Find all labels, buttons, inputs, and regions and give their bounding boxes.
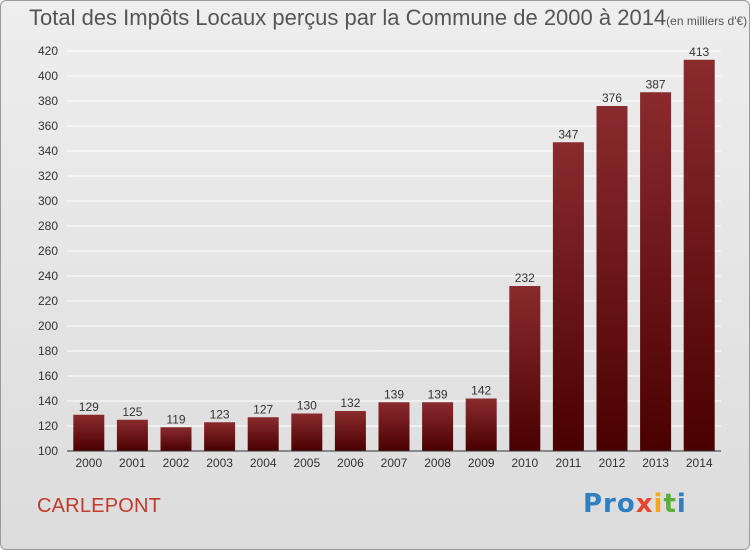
bar xyxy=(552,142,584,451)
commune-name: CARLEPONT xyxy=(37,495,162,517)
y-tick-label: 220 xyxy=(38,294,58,308)
y-tick-label: 240 xyxy=(38,269,58,283)
bar-value-label: 119 xyxy=(166,412,185,426)
bar xyxy=(116,419,148,451)
x-tick-label: 2005 xyxy=(293,456,320,470)
bar xyxy=(204,422,236,451)
bar xyxy=(160,427,192,451)
x-tick-label: 2014 xyxy=(686,456,713,470)
x-tick-label: 2006 xyxy=(337,456,364,470)
bar xyxy=(465,398,497,451)
bar-value-label: 413 xyxy=(689,45,709,59)
bar-value-label: 129 xyxy=(79,400,99,414)
logo-part: Pro xyxy=(583,489,636,519)
bar-value-label: 347 xyxy=(558,127,578,141)
y-tick-label: 100 xyxy=(38,444,58,458)
bar-value-label: 232 xyxy=(515,271,535,285)
logo-part: i xyxy=(676,489,687,519)
bar-value-label: 139 xyxy=(428,387,448,401)
bar-value-label: 125 xyxy=(122,405,142,419)
x-tick-label: 2008 xyxy=(424,456,451,470)
y-tick-label: 280 xyxy=(38,219,58,233)
bar-value-labels: 129 125 119 123 127 130 132 139 139 142 232 347 376 3… xyxy=(79,45,710,427)
x-tick-label: 2013 xyxy=(642,456,669,470)
chart-title: Total des Impôts Locaux perçus par la Co… xyxy=(29,5,747,31)
x-tick-label: 2007 xyxy=(381,456,408,470)
y-tick-label: 400 xyxy=(38,69,58,83)
bar-value-label: 123 xyxy=(210,407,230,421)
bar xyxy=(509,286,541,451)
x-tick-label: 2001 xyxy=(119,456,146,470)
chart-unit-note: (en milliers d'€) xyxy=(666,14,748,28)
y-tick-label: 140 xyxy=(38,394,58,408)
x-axis-tick-labels: 2000 2001 2002 2003 2004 2005 2006 2007 2008 2009… xyxy=(75,456,712,470)
bar-value-label: 142 xyxy=(471,384,491,398)
bar xyxy=(596,106,628,451)
y-tick-label: 260 xyxy=(38,244,58,258)
bar xyxy=(73,414,105,451)
y-tick-label: 360 xyxy=(38,119,58,133)
bar xyxy=(640,92,672,451)
x-tick-label: 2011 xyxy=(555,456,581,470)
chart-title-main: Total des Impôts Locaux perçus par la Co… xyxy=(29,5,667,30)
bar xyxy=(247,417,279,451)
logo-part: x xyxy=(635,489,654,519)
bar xyxy=(291,413,323,451)
y-tick-label: 180 xyxy=(38,344,58,358)
x-tick-label: 2012 xyxy=(599,456,626,470)
y-tick-label: 160 xyxy=(38,369,58,383)
y-tick-label: 300 xyxy=(38,194,58,208)
bar-value-label: 376 xyxy=(602,91,622,105)
bar xyxy=(683,59,715,451)
y-axis-tick-labels: 100 120 140 160 180 200 220 240 260 280 300 320 340 3… xyxy=(38,44,58,458)
y-tick-label: 320 xyxy=(38,169,58,183)
x-tick-label: 2004 xyxy=(250,456,277,470)
logo-part: t xyxy=(663,489,677,519)
proxiti-logo: Proxiti xyxy=(583,489,687,519)
x-tick-label: 2002 xyxy=(163,456,190,470)
y-tick-label: 380 xyxy=(38,94,58,108)
bar xyxy=(378,402,410,451)
x-tick-label: 2000 xyxy=(75,456,102,470)
x-tick-label: 2009 xyxy=(468,456,495,470)
x-tick-label: 2010 xyxy=(511,456,538,470)
logo-part: i xyxy=(653,489,664,519)
y-tick-label: 340 xyxy=(38,144,58,158)
bar-value-label: 130 xyxy=(297,399,317,413)
bar-value-label: 139 xyxy=(384,387,404,401)
bars xyxy=(73,59,715,451)
bar-value-label: 127 xyxy=(253,402,273,416)
x-tick-label: 2003 xyxy=(206,456,233,470)
bar-value-label: 132 xyxy=(340,396,360,410)
bar-value-label: 387 xyxy=(646,77,666,91)
bar xyxy=(422,402,454,451)
y-tick-label: 200 xyxy=(38,319,58,333)
bar xyxy=(334,411,366,451)
y-tick-label: 120 xyxy=(38,419,58,433)
y-tick-label: 420 xyxy=(38,44,58,58)
